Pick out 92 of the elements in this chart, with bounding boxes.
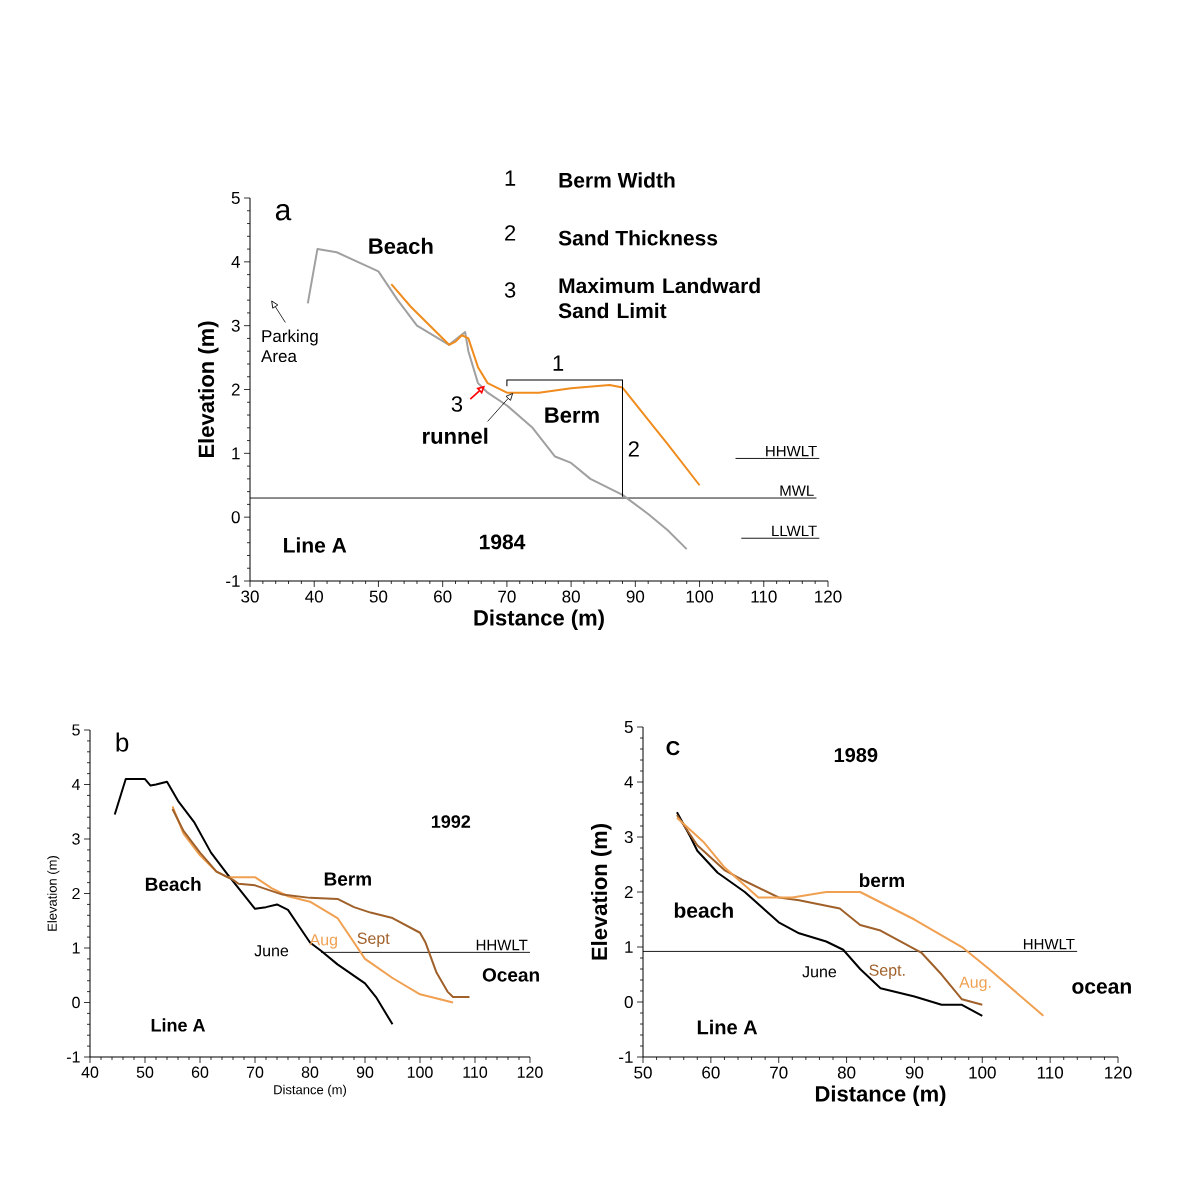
annotation: Line A: [284, 537, 347, 553]
y-axis-title: Elevation (m): [197, 321, 219, 458]
x-tick-label: 40: [305, 590, 324, 603]
y-tick-label: 1: [232, 447, 240, 460]
x-tick-label: 120: [517, 1066, 543, 1078]
series-label: June: [254, 945, 289, 957]
y-tick-label: 4: [71, 779, 80, 791]
y-tick-label: 0: [231, 511, 240, 524]
annotation: 3: [504, 282, 516, 298]
x-tick-label: 40: [81, 1066, 99, 1078]
y-tick-label: 3: [624, 830, 633, 844]
x-tick-label: 80: [301, 1066, 319, 1078]
x-tick-label: 90: [626, 590, 645, 603]
annotation: 1984: [479, 534, 526, 550]
annotation: Berm: [545, 407, 599, 423]
x-tick-label: 100: [969, 1066, 996, 1079]
x-tick-label: 70: [246, 1066, 264, 1078]
x-axis-title: Distance (m): [274, 1084, 347, 1097]
x-tick-label: 30: [241, 590, 259, 603]
y-tick-label: 2: [72, 887, 80, 900]
annotation: 1989: [834, 747, 878, 763]
x-tick-label: 110: [1037, 1066, 1064, 1079]
annotation: Ocean: [482, 968, 539, 982]
ref-line-label: HHWLT: [1023, 938, 1075, 950]
x-tick-label: 120: [815, 590, 842, 603]
y-axis-title: Elevation (m): [590, 824, 612, 960]
x-tick-label: 60: [702, 1066, 720, 1079]
annotation: 1992: [431, 815, 471, 828]
annotation: runnel: [423, 427, 488, 444]
annotation: 1: [553, 355, 564, 371]
x-tick-label: 60: [434, 590, 452, 603]
x-tick-label: 110: [463, 1066, 488, 1078]
y-tick-label: 5: [72, 724, 80, 736]
series-label: Aug: [309, 934, 337, 949]
y-tick-label: 1: [72, 942, 80, 954]
series-label: Sept: [357, 932, 390, 948]
x-tick-label: 100: [407, 1066, 433, 1078]
series-label: June: [802, 966, 837, 978]
annotation: Line A: [151, 1018, 206, 1032]
x-tick-label: 50: [136, 1066, 154, 1078]
annotation: Maximum Landward Sand Limit: [558, 277, 760, 319]
y-tick-label: -1: [619, 1051, 633, 1063]
x-tick-label: 70: [770, 1066, 788, 1079]
y-tick-label: 4: [231, 255, 240, 268]
x-tick-label: 90: [905, 1066, 924, 1079]
ref-line-label: MWL: [780, 485, 814, 496]
text: Berm Width: [559, 172, 675, 188]
x-tick-label: 100: [686, 590, 714, 603]
annotation: Berm: [324, 872, 371, 886]
x-tick-label: 70: [498, 590, 516, 603]
y-tick-label: -1: [66, 1051, 80, 1063]
annotation: Sand Thickness: [558, 230, 718, 246]
y-tick-label: 0: [624, 995, 633, 1009]
annotation: Beach: [145, 877, 201, 892]
annotation: berm: [859, 873, 904, 888]
text: 1: [505, 170, 516, 186]
annotation: b: [116, 732, 129, 752]
y-tick-label: 2: [231, 383, 240, 396]
y-tick-label: 3: [72, 833, 80, 845]
x-tick-label: 90: [356, 1066, 374, 1078]
x-axis-title: Distance (m): [474, 609, 604, 630]
ref-line-label: LLWLT: [772, 525, 817, 537]
x-tick-label: 50: [634, 1066, 652, 1079]
annotation: 3: [451, 396, 463, 412]
x-tick-label: 120: [1105, 1066, 1132, 1079]
annotation: a: [275, 203, 292, 221]
x-tick-label: 50: [369, 590, 388, 603]
y-tick-label: -1: [226, 575, 240, 587]
series-label: Sept.: [869, 964, 905, 980]
y-tick-label: 4: [624, 776, 633, 788]
series-label: Aug.: [959, 976, 991, 992]
y-tick-label: 3: [231, 319, 240, 332]
y-tick-label: 2: [624, 886, 633, 898]
y-tick-label: 5: [231, 192, 240, 204]
x-tick-label: 80: [837, 1066, 856, 1079]
x-tick-label: 110: [751, 590, 777, 603]
annotation: Beach: [369, 237, 433, 254]
ref-line-label: HHWLT: [766, 445, 817, 457]
y-tick-label: 1: [625, 941, 633, 953]
y-tick-label: 0: [72, 996, 80, 1009]
annotation: C: [666, 741, 680, 756]
ref-line-label: HHWLT: [476, 939, 528, 951]
x-tick-label: 80: [562, 590, 580, 603]
annotation: beach: [674, 902, 733, 918]
x-tick-label: 60: [191, 1066, 209, 1078]
y-tick-label: 5: [624, 721, 633, 733]
y-axis-title: Elevation (m): [47, 856, 60, 931]
x-axis-title: Distance (m): [815, 1085, 946, 1106]
annotation: Line A: [697, 1019, 758, 1035]
annotation: 2: [505, 225, 516, 241]
annotation: ocean: [1072, 982, 1131, 994]
annotation: Parking Area: [261, 329, 318, 363]
